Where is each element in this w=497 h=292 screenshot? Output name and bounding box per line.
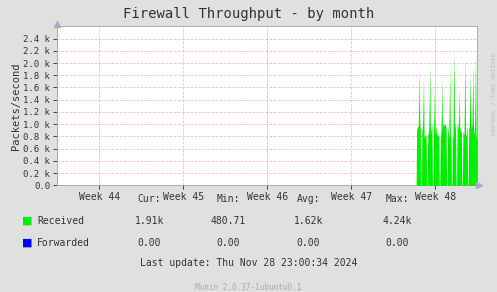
Text: ■: ■: [22, 216, 33, 226]
Text: Avg:: Avg:: [296, 194, 320, 204]
Text: 0.00: 0.00: [217, 238, 241, 248]
Text: Min:: Min:: [217, 194, 241, 204]
Text: ■: ■: [22, 238, 33, 248]
Text: Last update: Thu Nov 28 23:00:34 2024: Last update: Thu Nov 28 23:00:34 2024: [140, 258, 357, 268]
Text: 0.00: 0.00: [137, 238, 161, 248]
Text: 1.62k: 1.62k: [293, 216, 323, 226]
Text: 1.91k: 1.91k: [134, 216, 164, 226]
Text: Firewall Throughput - by month: Firewall Throughput - by month: [123, 7, 374, 21]
Text: Cur:: Cur:: [137, 194, 161, 204]
Text: 0.00: 0.00: [296, 238, 320, 248]
Text: RRDTOOL / TOBI OETIKER: RRDTOOL / TOBI OETIKER: [491, 52, 496, 135]
Text: Munin 2.0.37-1ubuntu0.1: Munin 2.0.37-1ubuntu0.1: [195, 283, 302, 292]
Text: 0.00: 0.00: [386, 238, 410, 248]
Y-axis label: Packets/second: Packets/second: [10, 62, 20, 150]
Text: 4.24k: 4.24k: [383, 216, 413, 226]
Text: Received: Received: [37, 216, 84, 226]
Text: Max:: Max:: [386, 194, 410, 204]
Text: 480.71: 480.71: [211, 216, 246, 226]
Text: Forwarded: Forwarded: [37, 238, 90, 248]
